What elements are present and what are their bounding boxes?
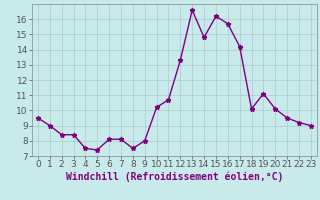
X-axis label: Windchill (Refroidissement éolien,°C): Windchill (Refroidissement éolien,°C) (66, 172, 283, 182)
